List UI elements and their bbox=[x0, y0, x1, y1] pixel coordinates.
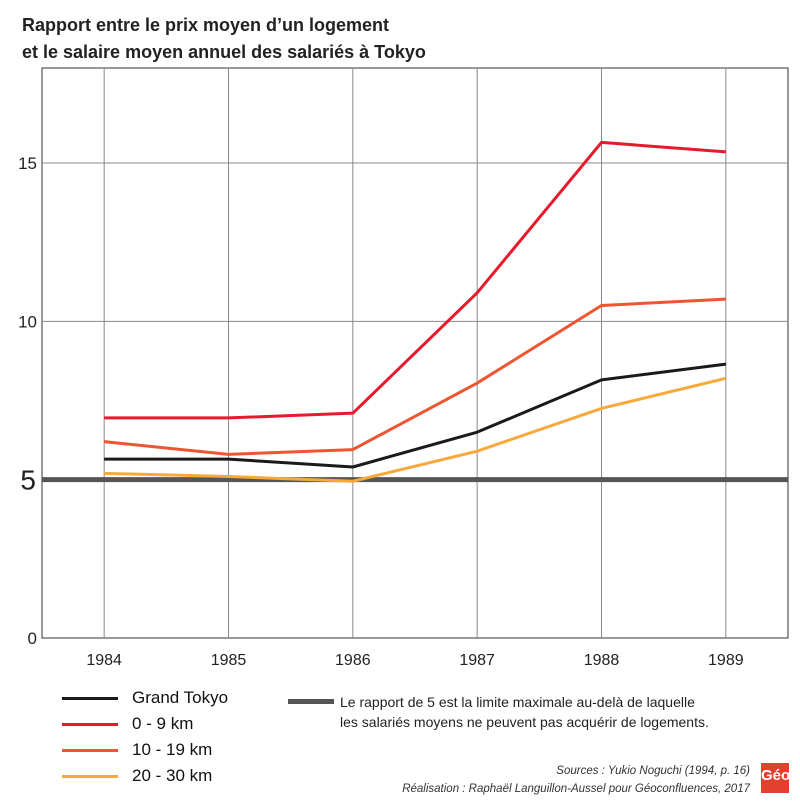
legend-item: 10 - 19 km bbox=[62, 740, 212, 760]
reference-swatch bbox=[288, 699, 334, 704]
legend-swatch bbox=[62, 774, 118, 778]
x-tick-label: 1988 bbox=[584, 652, 620, 669]
series-line-10-19-km bbox=[104, 297, 726, 456]
legend-label: 0 - 9 km bbox=[132, 714, 194, 733]
x-tick-label: 1986 bbox=[335, 652, 371, 669]
credit-text: Réalisation : Raphaël Languillon-Aussel … bbox=[402, 783, 750, 795]
sources-text: Sources : Yukio Noguchi (1994, p. 16) bbox=[556, 765, 750, 777]
legend-swatch bbox=[62, 696, 118, 700]
legend-label: Grand Tokyo bbox=[132, 688, 229, 707]
line-chart: 1984 1985 1986 1987 1988 1989 0 5 10 15 bbox=[18, 67, 789, 669]
legend-swatch bbox=[62, 722, 118, 726]
x-tick-label: 1985 bbox=[211, 652, 247, 669]
sources: Sources : Yukio Noguchi (1994, p. 16) Réa… bbox=[402, 762, 750, 798]
plot-frame bbox=[41, 67, 789, 639]
note-line: Le rapport de 5 est la limite maximale a… bbox=[340, 694, 695, 710]
note-line: les salariés moyens ne peuvent pas acqué… bbox=[340, 714, 709, 730]
y-tick-label: 10 bbox=[18, 312, 37, 331]
legend-item: 20 - 30 km bbox=[62, 766, 212, 786]
reference-note: Le rapport de 5 est la limite maximale a… bbox=[288, 692, 709, 732]
title-line: et le salaire moyen annuel des salariés … bbox=[22, 42, 426, 62]
x-tick-label: 1989 bbox=[708, 652, 744, 669]
series-line-grand-tokyo bbox=[104, 362, 727, 469]
legend-swatch bbox=[62, 748, 118, 752]
geoconfluences-logo: Géo bbox=[761, 763, 790, 793]
legend-label: 10 - 19 km bbox=[132, 740, 213, 759]
y-tick-label: 5 bbox=[20, 465, 36, 496]
x-tick-label: 1987 bbox=[459, 652, 495, 669]
title-line: Rapport entre le prix moyen d’un logemen… bbox=[22, 15, 390, 35]
y-tick-label: 15 bbox=[18, 154, 37, 173]
series-line-20-30-km bbox=[104, 376, 727, 483]
legend-item: Grand Tokyo bbox=[62, 688, 228, 708]
chart-title: Rapport entre le prix moyen d’un logemen… bbox=[22, 12, 542, 66]
y-tick-label: 0 bbox=[28, 629, 37, 648]
series-line-0-9-km bbox=[104, 140, 726, 420]
legend-label: 20 - 30 km bbox=[132, 766, 213, 785]
x-tick-label: 1984 bbox=[86, 652, 122, 669]
legend-item: 0 - 9 km bbox=[62, 714, 193, 734]
